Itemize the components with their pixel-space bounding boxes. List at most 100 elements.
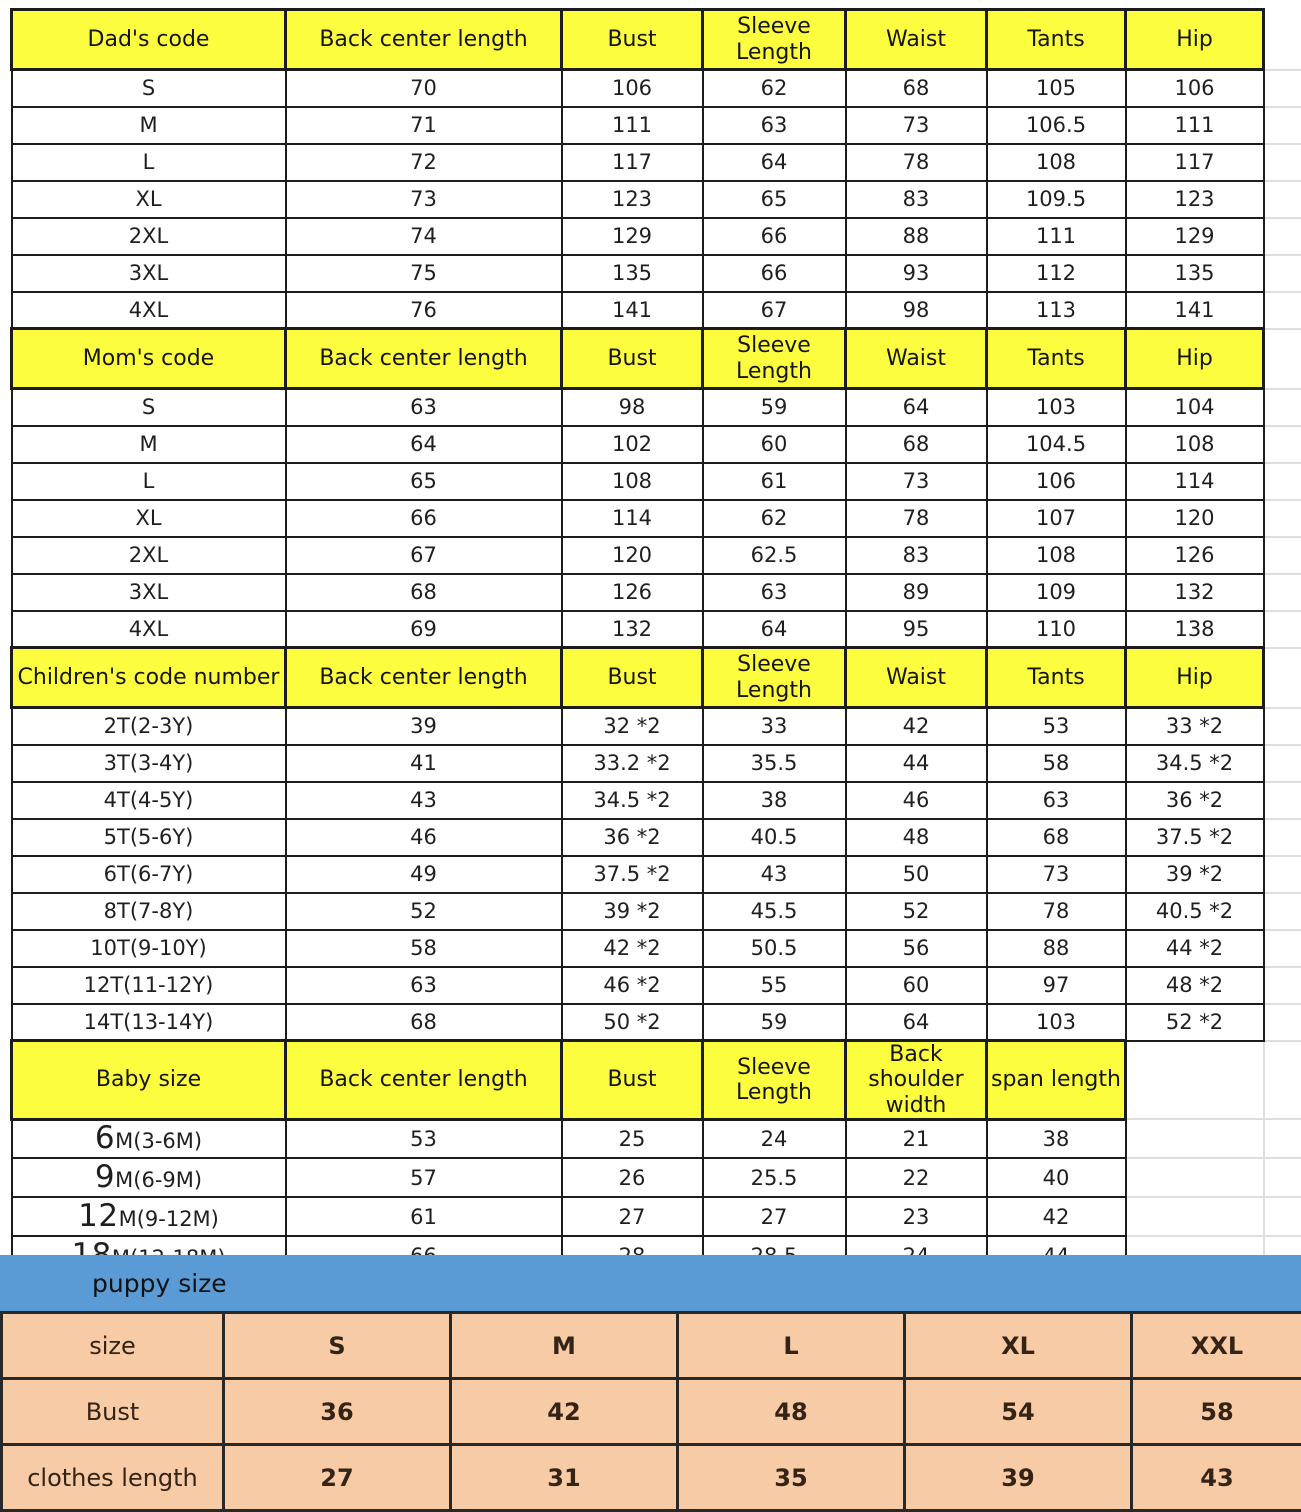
children-data-cell: 38 [703, 782, 846, 819]
sheet-empty-cell [1264, 463, 1301, 500]
mom-data-cell: 64 [286, 426, 562, 463]
puppy-data-cell: 27 [224, 1445, 451, 1511]
mom-row-label: M [12, 426, 286, 463]
children-data-cell: 37.5 *2 [562, 856, 703, 893]
sheet-empty-cell [1264, 1041, 1301, 1120]
children-column-header: Back center length [286, 648, 562, 708]
dad-data-cell: 88 [846, 218, 987, 255]
children-row-label: 5T(5-6Y) [12, 819, 286, 856]
children-data-cell: 32 *2 [562, 708, 703, 745]
sheet-empty-cell [1264, 648, 1301, 708]
dad-data-cell: 141 [562, 292, 703, 329]
dad-data-cell: 68 [846, 70, 987, 107]
mom-data-cell: 126 [562, 574, 703, 611]
sheet-empty-cell [1264, 181, 1301, 218]
row-label-suffix: M(9-12M) [119, 1207, 219, 1231]
baby-column-header: Bust [562, 1041, 703, 1120]
mom-data-cell: 110 [987, 611, 1126, 648]
dad-data-cell: 106 [1126, 70, 1264, 107]
dad-data-cell: 135 [1126, 255, 1264, 292]
children-data-cell: 39 *2 [1126, 856, 1264, 893]
sheet-empty-cell [1264, 107, 1301, 144]
baby-data-cell: 53 [286, 1119, 562, 1158]
mom-data-cell: 132 [562, 611, 703, 648]
children-data-cell: 52 *2 [1126, 1004, 1264, 1041]
puppy-row-label: Bust [2, 1379, 224, 1445]
baby-data-cell: 61 [286, 1197, 562, 1236]
dad-data-cell: 73 [286, 181, 562, 218]
dad-data-cell: 74 [286, 218, 562, 255]
dad-row-label: M [12, 107, 286, 144]
dad-data-cell: 105 [987, 70, 1126, 107]
mom-data-cell: 63 [703, 574, 846, 611]
children-data-cell: 63 [286, 967, 562, 1004]
children-row-label: 12T(11-12Y) [12, 967, 286, 1004]
dad-row-label: 3XL [12, 255, 286, 292]
mom-data-cell: 66 [286, 500, 562, 537]
mom-data-cell: 67 [286, 537, 562, 574]
mom-data-cell: 138 [1126, 611, 1264, 648]
baby-data-cell: 40 [987, 1158, 1126, 1197]
children-data-cell: 37.5 *2 [1126, 819, 1264, 856]
mom-column-header: Waist [846, 329, 987, 389]
mom-data-cell: 73 [846, 463, 987, 500]
puppy-row-label: clothes length [2, 1445, 224, 1511]
mom-data-cell: 64 [703, 611, 846, 648]
sheet-empty-cell [1126, 1158, 1264, 1197]
sheet-empty-cell [1264, 70, 1301, 107]
children-data-cell: 36 *2 [562, 819, 703, 856]
baby-data-cell: 42 [987, 1197, 1126, 1236]
dad-data-cell: 63 [703, 107, 846, 144]
children-row-label: 2T(2-3Y) [12, 708, 286, 745]
dad-data-cell: 117 [1126, 144, 1264, 181]
children-data-cell: 46 [846, 782, 987, 819]
dad-data-cell: 112 [987, 255, 1126, 292]
dad-row-label: 4XL [12, 292, 286, 329]
row-label-number: 6 [95, 1120, 115, 1156]
mom-data-cell: 120 [1126, 500, 1264, 537]
sheet-empty-cell [1264, 292, 1301, 329]
dad-data-cell: 129 [1126, 218, 1264, 255]
dad-data-cell: 67 [703, 292, 846, 329]
sheet-empty-cell [1264, 389, 1301, 426]
mom-data-cell: 107 [987, 500, 1126, 537]
dad-row-label: S [12, 70, 286, 107]
puppy-size-band-label: puppy size [92, 1255, 227, 1313]
children-data-cell: 44 [846, 745, 987, 782]
children-data-cell: 35.5 [703, 745, 846, 782]
baby-data-cell: 27 [703, 1197, 846, 1236]
mom-column-header: Sleeve Length [703, 329, 846, 389]
puppy-data-cell: 48 [678, 1379, 905, 1445]
mom-data-cell: 95 [846, 611, 987, 648]
dad-data-cell: 111 [987, 218, 1126, 255]
baby-row-label: 6M(3-6M) [12, 1119, 286, 1158]
mom-data-cell: 83 [846, 537, 987, 574]
children-row-label: 10T(9-10Y) [12, 930, 286, 967]
mom-data-cell: 78 [846, 500, 987, 537]
mom-data-cell: 108 [562, 463, 703, 500]
mom-data-cell: 98 [562, 389, 703, 426]
mom-data-cell: 106 [987, 463, 1126, 500]
mom-data-cell: 109 [987, 574, 1126, 611]
mom-data-cell: 108 [987, 537, 1126, 574]
mom-row-label: S [12, 389, 286, 426]
baby-column-header: Sleeve Length [703, 1041, 846, 1120]
dad-data-cell: 98 [846, 292, 987, 329]
dad-column-header: Waist [846, 10, 987, 70]
dad-data-cell: 123 [1126, 181, 1264, 218]
children-data-cell: 43 [286, 782, 562, 819]
children-data-cell: 42 [846, 708, 987, 745]
dad-column-header: Bust [562, 10, 703, 70]
mom-data-cell: 103 [987, 389, 1126, 426]
baby-data-cell: 21 [846, 1119, 987, 1158]
children-data-cell: 103 [987, 1004, 1126, 1041]
children-data-cell: 46 *2 [562, 967, 703, 1004]
